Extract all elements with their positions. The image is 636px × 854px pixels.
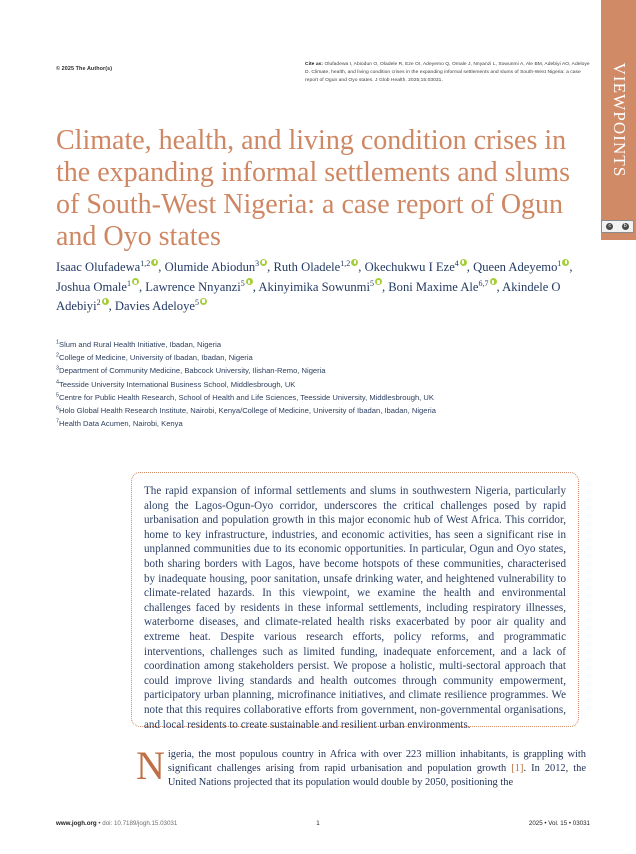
cc-icon: c [602,223,618,230]
citation-label: Cite as: [305,62,324,67]
author-name: Queen Adeyemo [473,260,558,274]
orcid-icon[interactable] [562,258,570,266]
affiliation-number: 1 [56,339,59,346]
author-name: Lawrence Nnyanzi [145,279,241,294]
author-affiliation-marker: 5 [240,278,245,288]
affiliation-number: 3 [56,365,59,372]
affiliation-list: 1Slum and Rural Health Initiative, Ibada… [56,338,616,430]
reference-link-1[interactable]: [1] [511,763,524,775]
page-footer: www.jogh.org • doi: 10.7189/jogh.15.0303… [0,820,636,834]
author-name: Akindele O Adebiyi [56,279,561,314]
cc-by-license-badge[interactable]: c b [601,220,634,233]
affiliation-number: 2 [56,352,59,359]
citation-text: Olufadewa I, Abiodun O, Oladele R, Eze O… [305,62,590,83]
affiliation-number: 6 [56,405,59,412]
orcid-icon[interactable] [459,258,467,266]
drop-cap: N [136,743,165,788]
author-list: Isaac Olufadewa1,2, Olumide Abiodun3, Ru… [56,258,573,314]
affiliation-number: 4 [56,379,59,386]
author-name: Olumide Abiodun [164,260,256,274]
author-affiliation-marker: 1 [557,258,562,268]
author-name: Ruth Oladele [273,260,341,274]
author-affiliation-marker: 3 [255,258,260,268]
orcid-icon[interactable] [351,258,359,266]
author-entry: Lawrence Nnyanzi5 [145,278,253,294]
orcid-icon[interactable] [101,297,109,305]
footer-separator: • [96,820,103,827]
author-affiliation-marker: 6,7 [478,278,489,288]
orcid-icon[interactable] [245,278,253,286]
affiliation-number: 7 [56,418,59,425]
affiliation-item: 3Department of Community Medicine, Babco… [56,364,616,377]
section-banner-label: VIEWPOINTS [609,62,629,178]
abstract-box [131,472,579,727]
page-number: 1 [316,820,320,827]
footer-left: www.jogh.org • doi: 10.7189/jogh.15.0303… [56,820,177,827]
author-affiliation-marker: 5 [369,278,374,288]
orcid-icon[interactable] [489,278,497,286]
author-entry: Queen Adeyemo1 [473,258,570,274]
author-entry: Ruth Oladele1,2 [273,258,359,274]
volume-info: 2025 • Vol. 15 • 03031 [528,820,590,827]
orcid-icon[interactable] [132,278,139,286]
affiliation-number: 5 [56,392,59,399]
body-text-part1: igeria, the most populous country in Afr… [167,749,586,775]
author-name: Joshua Omale [56,279,127,294]
doi-link[interactable]: doi: 10.7189/jogh.15.03031 [102,820,178,827]
orcid-icon[interactable] [151,258,159,266]
orcid-icon[interactable] [374,278,382,286]
affiliation-item: 6Holo Global Health Research Institute, … [56,404,616,417]
author-affiliation-marker: 4 [454,258,459,268]
orcid-icon[interactable] [260,258,268,266]
affiliation-text: Teesside University International Busine… [59,379,296,389]
author-name: Akinyimika Sowunmi [258,279,370,294]
author-name: Boni Maxime Ale [388,279,479,294]
affiliation-text: Holo Global Health Research Institute, N… [59,406,436,416]
affiliation-text: Department of Community Medicine, Babcoc… [59,366,326,376]
section-banner-viewpoints: VIEWPOINTS [601,0,636,240]
article-title: Climate, health, and living condition cr… [56,124,571,252]
affiliation-item: 4Teesside University International Busin… [56,378,616,391]
author-entry: Okechukwu I Eze4 [364,258,467,274]
affiliation-text: Slum and Rural Health Initiative, Ibadan… [59,340,222,349]
affiliation-text: College of Medicine, University of Ibada… [59,353,253,363]
orcid-icon[interactable] [199,297,207,305]
author-entry: Olumide Abiodun3 [164,258,268,274]
author-entry: Akinyimika Sowunmi5 [258,278,382,294]
author-affiliation-marker: 1 [127,278,131,288]
affiliation-item: 7Health Data Acumen, Nairobi, Kenya [56,417,616,430]
author-entry: Isaac Olufadewa1,2 [56,258,159,274]
affiliation-item: 1Slum and Rural Health Initiative, Ibada… [56,338,616,351]
author-name: Okechukwu I Eze [364,260,455,274]
affiliation-item: 2College of Medicine, University of Ibad… [56,351,616,364]
journal-url-link[interactable]: www.jogh.org [56,820,97,827]
author-name: Davies Adeloye [114,299,195,313]
author-entry: Joshua Omale1 [56,278,139,294]
by-icon: b [618,223,634,230]
affiliation-item: 5Centre for Public Health Research, Scho… [56,391,616,404]
author-entry: Boni Maxime Ale6,7 [388,278,497,294]
affiliation-text: Centre for Public Health Research, Schoo… [59,392,434,402]
author-affiliation-marker: 2 [96,297,101,307]
abstract-text: The rapid expansion of informal settleme… [144,485,566,731]
copyright-notice: © 2025 The Author(s) [56,66,113,72]
affiliation-text: Health Data Acumen, Nairobi, Kenya [59,419,183,429]
body-text-part2: . In 2012, the United Nations projected … [167,763,586,789]
citation-block: Cite as: Olufadewa I, Abiodun O, Oladele… [305,61,590,84]
author-affiliation-marker: 5 [194,297,199,307]
author-name: Isaac Olufadewa [56,260,141,274]
author-entry: Davies Adeloye5 [114,297,207,313]
author-affiliation-marker: 1,2 [340,258,351,268]
author-affiliation-marker: 1,2 [140,258,151,268]
author-entry: Akindele O Adebiyi2 [56,280,561,314]
